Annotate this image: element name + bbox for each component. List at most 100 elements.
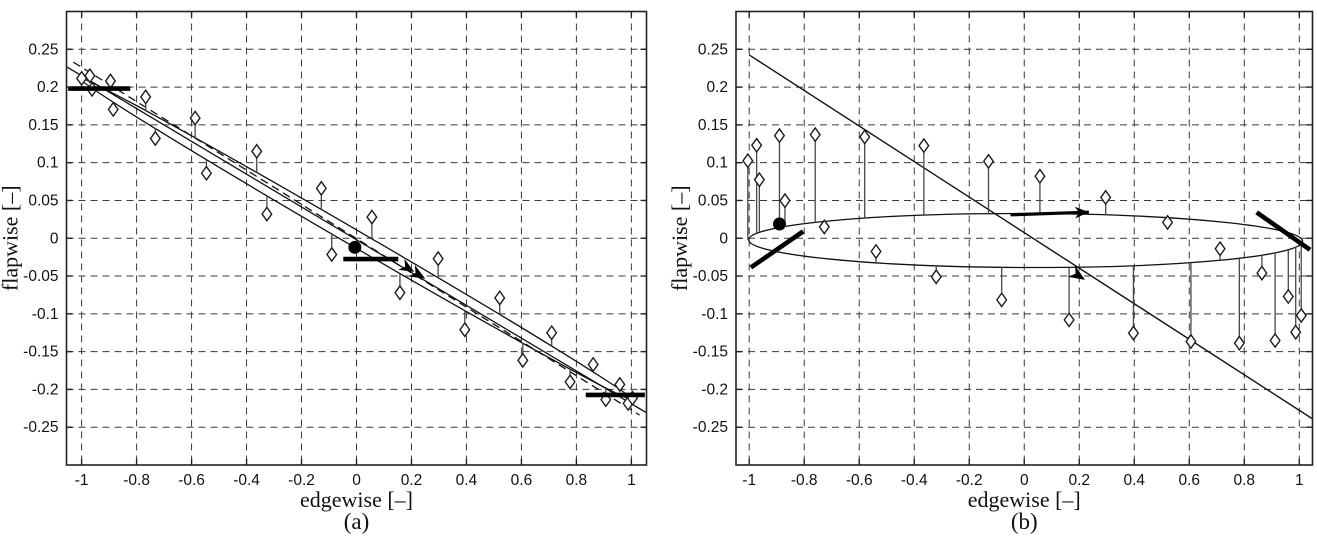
y-tick-label: -0.25 <box>23 419 58 436</box>
diamond-marker <box>742 152 754 169</box>
x-tick-label: 0.2 <box>1068 472 1090 489</box>
diamond-marker <box>459 321 471 338</box>
x-tick-label: 0.4 <box>1123 472 1145 489</box>
x-tick-label: 0 <box>352 472 361 489</box>
x-tick-label: 0 <box>1020 472 1029 489</box>
y-tick-label: 0.25 <box>28 41 58 58</box>
diamond-marker <box>261 206 273 222</box>
diamond-marker <box>84 67 96 84</box>
diamond-marker <box>189 110 201 126</box>
panel-caption: (a) <box>344 509 370 534</box>
x-tick-label: 0.4 <box>456 472 478 489</box>
x-tick-label: 0.2 <box>401 472 423 489</box>
direction-arrowhead <box>1067 265 1085 280</box>
tangent-segment <box>1255 210 1312 252</box>
diamond-marker <box>779 192 791 209</box>
diamond-marker <box>870 243 882 260</box>
y-tick-label: -0.05 <box>23 268 58 285</box>
x-tick-label: -0.6 <box>846 472 873 489</box>
diamond-marker <box>982 153 995 170</box>
diamond-marker <box>996 291 1008 308</box>
x-tick-label: -0.8 <box>791 472 818 489</box>
y-tick-label: 0.05 <box>28 192 58 209</box>
diamond-marker <box>1282 288 1294 305</box>
diamond-marker <box>1099 189 1112 206</box>
diamond-marker <box>432 250 444 267</box>
diamond-marker <box>773 127 786 144</box>
tangent-segment <box>749 229 805 270</box>
y-tick-label: -0.05 <box>693 268 728 285</box>
y-tick-label: -0.15 <box>693 344 728 361</box>
diamond-marker <box>1034 168 1046 185</box>
x-tick-label: -1 <box>75 472 89 489</box>
x-tick-label: -0.2 <box>956 472 983 489</box>
y-tick-label: -0.2 <box>701 381 728 398</box>
diamond-marker <box>1290 324 1302 341</box>
diamond-marker <box>1256 265 1268 281</box>
y-tick-label: -0.1 <box>32 306 59 323</box>
diamond-marker <box>394 284 406 301</box>
x-tick-label: 0.6 <box>511 472 533 489</box>
x-axis-label: edgewise [–] <box>968 487 1081 512</box>
diamond-marker <box>1269 332 1281 349</box>
reference-dot <box>348 240 362 254</box>
direction-arrowhead <box>1074 206 1089 219</box>
diamond-marker <box>315 180 327 197</box>
diamond-marker <box>104 73 117 89</box>
diamond-marker <box>564 373 576 390</box>
panel-caption: (b) <box>1011 509 1038 534</box>
x-tick-label: -1 <box>742 472 756 489</box>
diamond-marker <box>1127 325 1140 342</box>
plot-a: -1 -0.8 -0.6 -0.4 -0.2 0 0.2 0.4 0.6 0.8 1 -0.25 -0.… <box>0 10 648 534</box>
x-tick-label: -0.8 <box>123 472 150 489</box>
diamond-marker <box>326 246 338 263</box>
diamond-marker <box>200 165 213 182</box>
diamond-marker <box>809 126 821 143</box>
x-tick-label: 0.6 <box>1178 472 1200 489</box>
y-axis-label: flapwise [–] <box>667 185 692 291</box>
x-tick-label: 1 <box>627 472 636 489</box>
diamond-marker <box>494 290 506 306</box>
x-tick-label: -0.4 <box>233 472 260 489</box>
y-tick-label: -0.2 <box>32 381 59 398</box>
mode-line <box>66 66 647 414</box>
y-tick-label: -0.15 <box>23 344 58 361</box>
y-tick-label: 0.1 <box>706 155 728 172</box>
diamond-marker <box>149 130 161 147</box>
diamond-marker <box>1233 335 1246 352</box>
diamond-marker <box>251 143 263 160</box>
direction-arrowhead <box>398 258 415 272</box>
diamond-marker <box>587 356 599 373</box>
diamond-marker <box>1063 311 1075 328</box>
diamond-marker <box>753 171 766 188</box>
diamond-marker <box>614 376 626 393</box>
x-tick-label: -0.6 <box>178 472 205 489</box>
y-tick-label: 0.1 <box>37 155 59 172</box>
y-axis-label: flapwise [–] <box>0 185 23 291</box>
y-tick-label: -0.25 <box>693 419 728 436</box>
diamond-marker <box>1295 307 1307 324</box>
x-tick-label: 0.8 <box>566 472 588 489</box>
y-tick-label: 0 <box>50 230 59 247</box>
y-tick-label: 0.25 <box>698 41 728 58</box>
mode-line <box>748 54 1313 420</box>
y-tick-label: -0.1 <box>701 306 728 323</box>
y-tick-label: 0.15 <box>698 117 728 134</box>
direction-arrowhead <box>408 264 426 279</box>
direction-arrow-shaft <box>1010 210 1089 217</box>
plot-b: -1 -0.8 -0.6 -0.4 -0.2 0 0.2 0.4 0.6 0.8 1 -0.25 -0.… <box>667 10 1314 534</box>
y-tick-label: 0 <box>719 230 728 247</box>
diamond-marker <box>107 101 119 118</box>
diamond-marker <box>1185 333 1197 350</box>
x-tick-label: 1 <box>1295 472 1304 489</box>
diamond-marker <box>1161 214 1174 231</box>
y-tick-label: 0.05 <box>698 192 728 209</box>
diamond-marker <box>750 137 763 154</box>
reference-dot <box>772 217 786 231</box>
diamond-marker <box>546 324 558 341</box>
x-axis-label: edgewise [–] <box>300 487 413 512</box>
x-tick-label: -0.4 <box>901 472 928 489</box>
diamond-marker <box>1214 240 1226 257</box>
